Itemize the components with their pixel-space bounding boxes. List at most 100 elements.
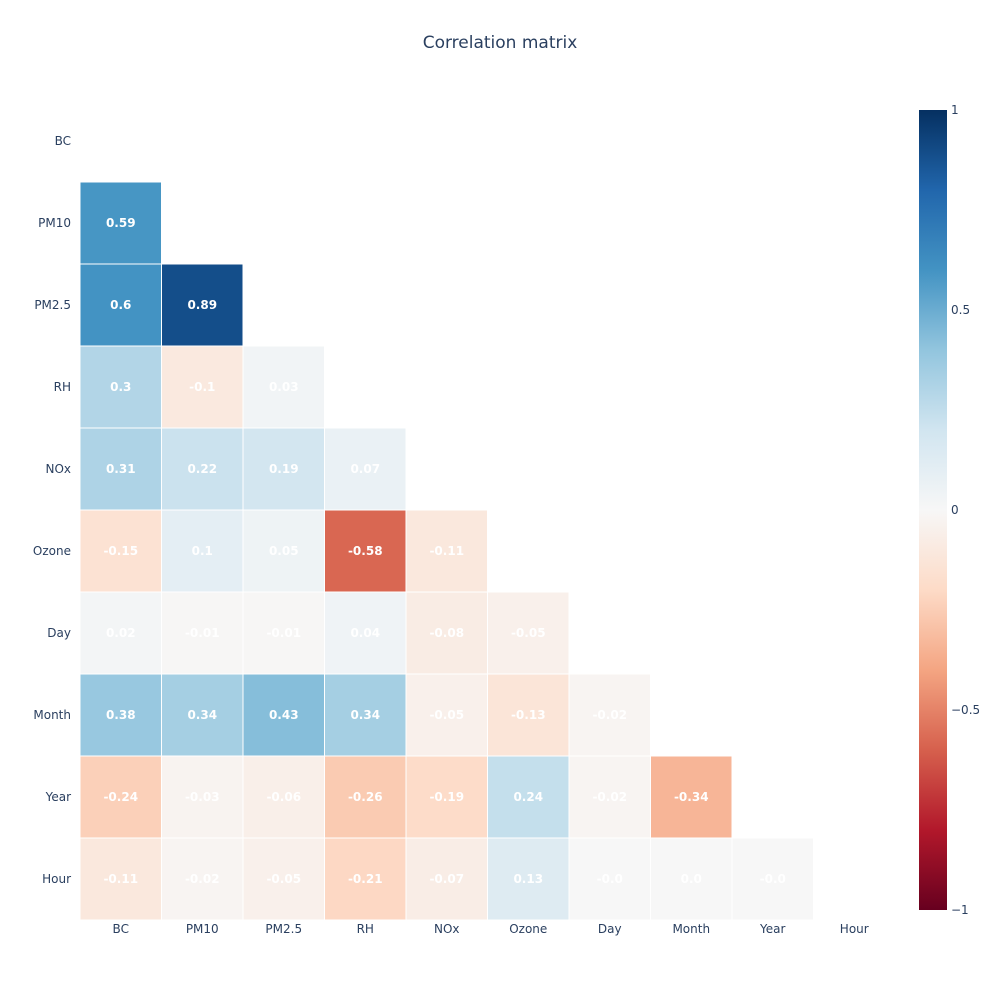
cell-value-label: 0.34 (187, 708, 217, 722)
y-tick-label: Year (45, 790, 71, 804)
cell-value-label: 0.3 (110, 380, 131, 394)
cell-value-label: 0.59 (106, 216, 136, 230)
cell-value-label: 0.03 (269, 380, 299, 394)
heatmap-cell (79, 837, 162, 921)
cell-value-label: 0.6 (110, 298, 131, 312)
heatmap-cell (242, 837, 325, 921)
heatmap-cell (79, 181, 162, 265)
cell-value-label: -0.24 (103, 790, 138, 804)
cell-value-label: 0.31 (106, 462, 136, 476)
colorbar: 1 0.5 0 −0.5 −1 (919, 103, 980, 917)
cell-value-label: -0.07 (429, 872, 464, 886)
cell-value-label: 0.02 (106, 626, 136, 640)
cell-value-label: -0.0 (760, 872, 786, 886)
cell-value-label: 0.38 (106, 708, 136, 722)
cell-value-label: -0.02 (185, 872, 220, 886)
x-tick-label: Year (759, 922, 785, 936)
y-tick-label: Day (47, 626, 71, 640)
y-axis-ticks: BC PM10 PM2.5 RH NOx Ozone Day Month Year Hour (33, 134, 71, 886)
cell-value-label: -0.58 (348, 544, 383, 558)
heatmap-cell (568, 755, 651, 839)
cell-value-label: -0.11 (429, 544, 464, 558)
heatmap-cell (79, 755, 162, 839)
heatmap-cell (242, 427, 325, 511)
y-tick-label: NOx (45, 462, 71, 476)
cell-value-label: -0.21 (348, 872, 383, 886)
x-tick-label: PM10 (186, 922, 219, 936)
x-tick-label: PM2.5 (265, 922, 302, 936)
heatmap-cell (79, 673, 162, 757)
heatmap-cell (487, 755, 570, 839)
heatmap-cell (324, 509, 407, 593)
heatmap-cell (487, 591, 570, 675)
cell-value-label: -0.08 (429, 626, 464, 640)
y-tick-label: BC (55, 134, 71, 148)
x-tick-label: RH (357, 922, 374, 936)
heatmap-cell (242, 755, 325, 839)
colorbar-tick-label: −1 (951, 903, 969, 917)
heatmap-cell (324, 673, 407, 757)
heatmap-cell (650, 837, 733, 921)
x-tick-label: Day (598, 922, 622, 936)
cell-value-label: 0.1 (192, 544, 213, 558)
cell-value-label: 0.34 (350, 708, 380, 722)
colorbar-tick-label: 0.5 (951, 303, 970, 317)
colorbar-tick-label: 0 (951, 503, 959, 517)
colorbar-tick-label: 1 (951, 103, 959, 117)
cell-value-label: 0.13 (513, 872, 543, 886)
x-tick-label: BC (113, 922, 129, 936)
heatmap-cell (161, 263, 244, 347)
cell-value-label: -0.11 (103, 872, 138, 886)
heatmap-cell (242, 345, 325, 429)
cell-value-label: -0.0 (597, 872, 623, 886)
heatmap-cell (242, 673, 325, 757)
heatmap-cell (650, 755, 733, 839)
cell-value-label: -0.03 (185, 790, 220, 804)
heatmap-cell (324, 755, 407, 839)
heatmap-cell (79, 509, 162, 593)
heatmap-cell (487, 673, 570, 757)
heatmap-cell (731, 837, 814, 921)
heatmap-cell (568, 837, 651, 921)
cell-value-label: -0.05 (429, 708, 464, 722)
cell-value-label: -0.13 (511, 708, 546, 722)
cell-value-label: -0.02 (592, 708, 627, 722)
cell-value-label: 0.89 (187, 298, 217, 312)
heatmap-cell (324, 591, 407, 675)
cell-value-label: -0.01 (185, 626, 220, 640)
cell-value-label: 0.04 (350, 626, 380, 640)
heatmap-cell (405, 755, 488, 839)
x-tick-label: Ozone (509, 922, 547, 936)
cell-value-label: -0.34 (674, 790, 709, 804)
cell-value-label: -0.02 (592, 790, 627, 804)
cell-value-label: -0.1 (189, 380, 215, 394)
cell-value-label: 0.22 (187, 462, 217, 476)
cell-value-label: -0.01 (266, 626, 301, 640)
cell-value-label: -0.06 (266, 790, 301, 804)
cell-value-label: -0.19 (429, 790, 464, 804)
y-tick-label: RH (54, 380, 71, 394)
heatmap-cell (79, 427, 162, 511)
heatmap-cell (161, 345, 244, 429)
y-tick-label: Ozone (33, 544, 71, 558)
cell-value-label: 0.24 (513, 790, 543, 804)
heatmap-cell (161, 427, 244, 511)
x-tick-label: NOx (434, 922, 460, 936)
colorbar-tick-label: −0.5 (951, 703, 980, 717)
heatmap-cell (487, 837, 570, 921)
x-tick-label: Month (672, 922, 710, 936)
heatmap-cell-labels: 0.59 0.6 0.89 0.3 -0.1 0.03 0.31 0.22 0.19 0.07 -0… (103, 216, 785, 886)
y-tick-label: Month (33, 708, 71, 722)
colorbar-gradient (919, 110, 947, 910)
x-tick-label: Hour (840, 922, 869, 936)
cell-value-label: 0.0 (681, 872, 702, 886)
cell-value-label: -0.05 (511, 626, 546, 640)
cell-value-label: 0.07 (350, 462, 380, 476)
x-axis-ticks: BC PM10 PM2.5 RH NOx Ozone Day Month Year Hour (113, 922, 869, 936)
heatmap-cell (161, 837, 244, 921)
cell-value-label: 0.05 (269, 544, 299, 558)
y-tick-label: Hour (42, 872, 71, 886)
y-tick-label: PM2.5 (34, 298, 71, 312)
cell-value-label: 0.19 (269, 462, 299, 476)
